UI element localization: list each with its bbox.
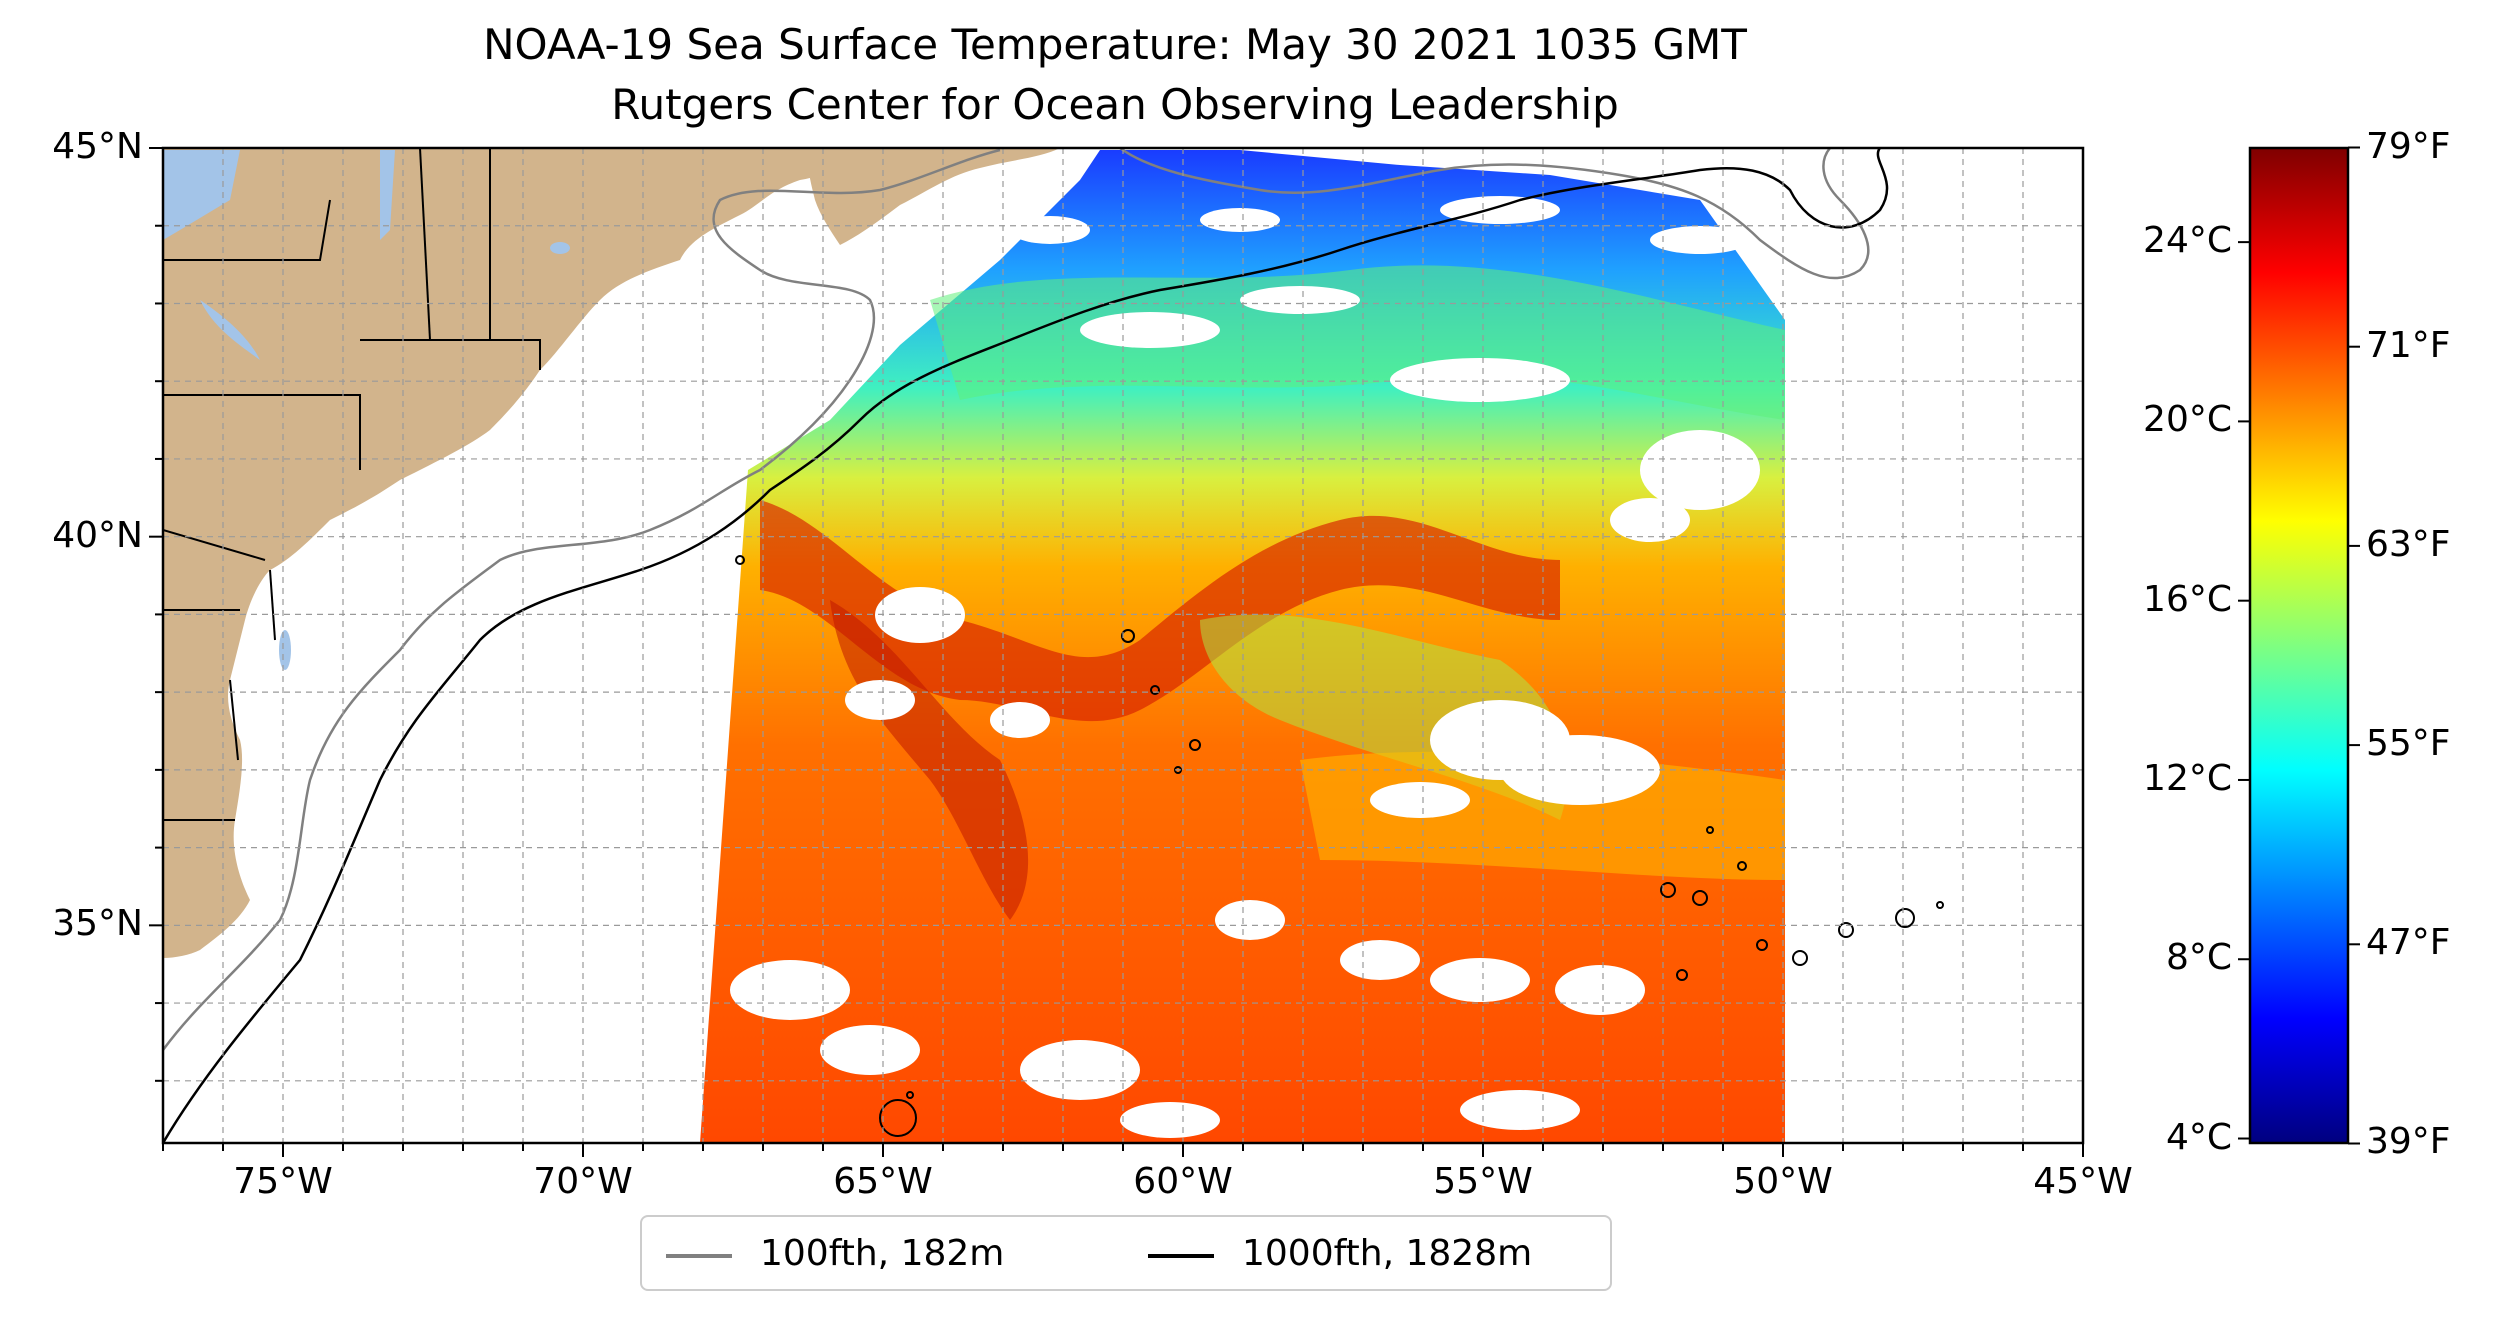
isobath-1000fth [163, 148, 1889, 1143]
colorbar-fahrenheit-label: 55°F [2366, 723, 2451, 765]
land-nova-scotia [807, 148, 1060, 245]
colorbar-ticks [2238, 146, 2360, 1145]
figure-title: NOAA-19 Sea Surface Temperature: May 30 … [483, 20, 1747, 69]
legend-label-100fth: 100fth, 182m [760, 1233, 1005, 1274]
colorbar-fahrenheit-label: 47°F [2366, 922, 2451, 964]
warm-eddy [830, 600, 1029, 920]
lat-tick-label: 40°N [52, 514, 143, 556]
legend-label-1000fth: 1000fth, 1828m [1242, 1233, 1533, 1274]
lon-tick-label: 60°W [1133, 1161, 1233, 1202]
colorbar [2238, 146, 2360, 1145]
colorbar-fahrenheit-label: 63°F [2366, 523, 2451, 565]
colorbar-fahrenheit-label: 39°F [2366, 1121, 2451, 1163]
cloud-patches [730, 196, 1760, 1138]
lat-tick-label: 45°N [52, 126, 143, 167]
land-north-america [163, 148, 890, 958]
colorbar-celsius-label: 8°C [2165, 937, 2232, 979]
colorbar-celsius-label: 4°C [2165, 1116, 2232, 1158]
lat-tick-label: 35°N [52, 903, 143, 945]
lon-tick-label: 70°W [533, 1161, 633, 1202]
gridlines [163, 148, 2083, 1143]
lon-tick-label: 75°W [233, 1161, 333, 1202]
colorbar-gradient [2248, 146, 2350, 1145]
lon-tick-label: 65°W [833, 1161, 933, 1202]
inland-water [163, 150, 570, 670]
figure-subtitle: Rutgers Center for Ocean Observing Leade… [611, 80, 1619, 129]
gulf-stream-core [760, 500, 1560, 722]
isobath-100fth [163, 148, 1870, 1051]
isobath-legend: 100fth, 182m 1000fth, 1828m [640, 1215, 1612, 1291]
colorbar-celsius-label: 24°C [2143, 220, 2232, 262]
legend-line-1000fth [1148, 1254, 1214, 1258]
lon-tick-label: 55°W [1433, 1161, 1533, 1202]
colorbar-celsius-label: 20°C [2143, 399, 2232, 441]
legend-line-100fth [666, 1254, 732, 1258]
lon-tick-label: 45°W [2033, 1161, 2133, 1202]
lon-tick-label: 50°W [1733, 1161, 1833, 1202]
colorbar-fahrenheit-label: 79°F [2366, 125, 2451, 167]
state-borders [163, 148, 541, 821]
colorbar-celsius-label: 16°C [2143, 578, 2232, 620]
map-ticks [149, 147, 2084, 1157]
land [163, 148, 1060, 958]
colorbar-celsius-label: 12°C [2143, 757, 2232, 799]
colorbar-fahrenheit-label: 71°F [2366, 324, 2451, 366]
